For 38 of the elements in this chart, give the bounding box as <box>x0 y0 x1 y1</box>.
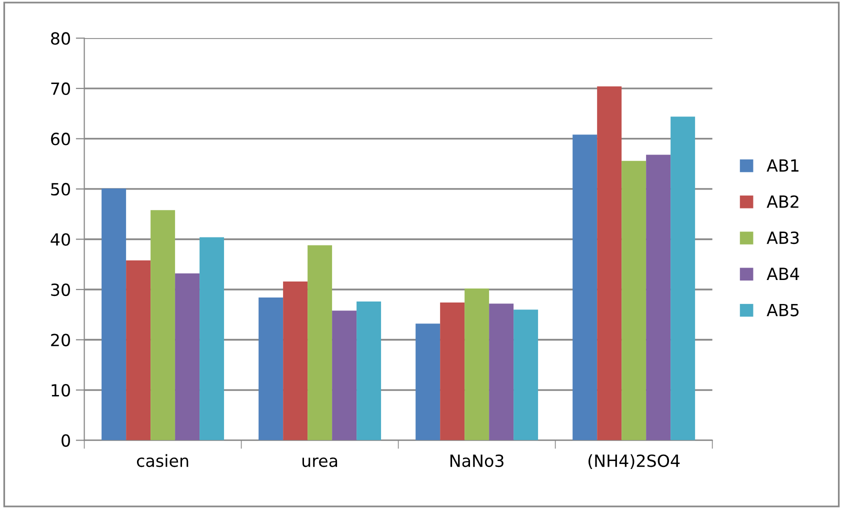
legend-label: AB5 <box>766 304 799 316</box>
bar <box>332 310 357 440</box>
bar <box>514 310 538 440</box>
bar <box>464 288 490 440</box>
y-tick-label: 60 <box>51 132 70 146</box>
x-tick-label: NaNo3 <box>450 454 504 468</box>
bar <box>622 160 646 440</box>
y-tick-label: 10 <box>52 384 70 397</box>
bar <box>175 273 200 440</box>
legend-label: AB1 <box>766 159 798 172</box>
x-tick-label: casien <box>136 454 188 468</box>
bar <box>102 188 126 440</box>
legend-label: AB2 <box>766 195 798 208</box>
legend-label: AB4 <box>766 268 800 280</box>
x-tick-label: (NH4)2SO4 <box>588 454 680 470</box>
bar <box>572 134 598 440</box>
y-tick-label: 70 <box>51 82 70 96</box>
bar <box>356 302 382 440</box>
y-tick-label: 40 <box>50 233 70 246</box>
bar <box>646 154 671 440</box>
bar <box>597 86 622 440</box>
bar <box>416 324 440 440</box>
bar <box>670 116 696 440</box>
bar <box>440 302 465 440</box>
y-tick-label: 80 <box>51 32 70 45</box>
y-tick-label: 30 <box>51 283 70 296</box>
legend-label: AB3 <box>766 231 799 244</box>
bar <box>283 281 308 440</box>
bar <box>200 237 224 440</box>
bar <box>258 298 284 440</box>
bar <box>308 245 332 440</box>
bar <box>489 304 514 440</box>
x-tick-label: urea <box>302 458 338 468</box>
bar <box>150 210 176 440</box>
bar <box>126 260 151 440</box>
y-tick-label: 50 <box>51 182 70 196</box>
y-tick-label: 0 <box>62 434 70 447</box>
y-tick-label: 20 <box>51 334 70 346</box>
